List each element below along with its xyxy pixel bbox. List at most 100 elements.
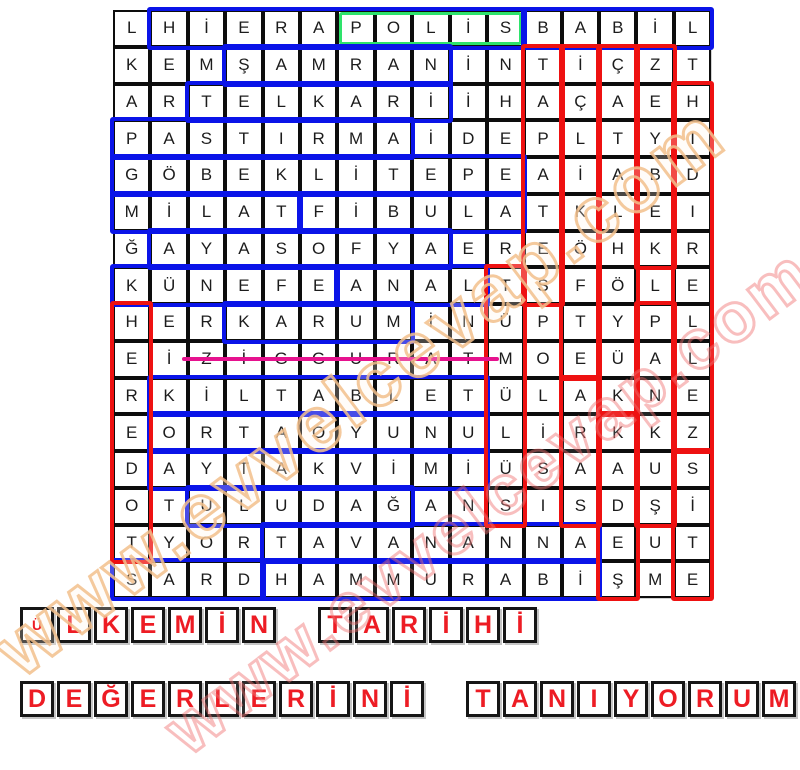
grid-cell: T	[262, 377, 300, 415]
grid-cell: M	[113, 193, 151, 231]
answer-letter-box: M	[168, 607, 202, 643]
grid-cell: İ	[337, 157, 375, 194]
grid-cell: L	[113, 10, 151, 47]
grid-cell: A	[374, 120, 413, 157]
grid-cell: Z	[636, 46, 674, 84]
grid-cell: P	[636, 304, 674, 341]
grid-cell: H	[113, 304, 151, 341]
grid-cell: İ	[187, 377, 226, 415]
grid-cell: A	[561, 10, 600, 47]
grid-cell: L	[561, 120, 600, 157]
answer-letter-box: R	[168, 681, 202, 717]
grid-cell: Ü	[150, 267, 188, 304]
grid-cell: A	[337, 267, 375, 304]
grid-cell: N	[412, 46, 450, 84]
grid-cell: D	[225, 561, 263, 598]
grid-cell: A	[374, 46, 413, 84]
grid-cell: İ	[449, 451, 487, 488]
grid-cell: L	[374, 377, 413, 415]
grid-cell: S	[524, 267, 562, 304]
grid-cell: T	[449, 340, 487, 378]
grid-cell: R	[299, 120, 338, 157]
grid-cell: L	[486, 414, 525, 451]
grid-cell: İ	[150, 193, 188, 231]
grid-cell: A	[337, 83, 375, 121]
grid-cell: L	[262, 83, 300, 121]
grid-cell: İ	[225, 340, 263, 378]
answer-letter-box: E	[131, 607, 165, 643]
grid-cell: K	[225, 304, 263, 341]
grid-cell: Ö	[599, 267, 637, 304]
grid-cell: T	[524, 193, 562, 231]
grid-cell: K	[113, 46, 151, 84]
grid-cell: B	[524, 10, 562, 47]
grid-cell: K	[299, 83, 338, 121]
grid-cell: O	[187, 524, 226, 562]
grid-cell: K	[299, 451, 338, 488]
grid-cell: İ	[412, 304, 450, 341]
grid-cell: A	[599, 157, 637, 194]
grid-cell: I	[524, 487, 562, 525]
grid-cell: R	[337, 46, 375, 84]
answer-letter-box: R	[279, 681, 313, 717]
grid-cell: T	[150, 487, 188, 525]
grid-cell: R	[113, 377, 151, 415]
grid-cell: K	[262, 157, 300, 194]
grid-cell: İ	[636, 10, 674, 47]
grid-cell: T	[374, 157, 413, 194]
answer-letter-box: T	[466, 681, 500, 717]
grid-cell: S	[262, 230, 300, 268]
grid-cell: I	[673, 193, 712, 231]
answer-letter-box: I	[577, 681, 611, 717]
grid-cell: K	[636, 414, 674, 451]
grid-cell: S	[561, 487, 600, 525]
grid-cell: Ş	[599, 561, 637, 598]
grid-cell: A	[299, 524, 338, 562]
answer-letter-box: İ	[429, 607, 463, 643]
grid-cell: Ş	[636, 487, 674, 525]
grid-cell: İ	[374, 451, 413, 488]
grid-cell: K	[636, 230, 674, 268]
grid-cell: Z	[673, 414, 712, 451]
grid-cell: H	[262, 561, 300, 598]
grid-cell: H	[673, 83, 712, 121]
grid-cell: T	[225, 120, 263, 157]
grid-cell: P	[449, 157, 487, 194]
grid-cell: M	[299, 46, 338, 84]
grid-cell: U	[636, 451, 674, 488]
grid-cell: E	[225, 157, 263, 194]
grid-cell: A	[486, 561, 525, 598]
grid-cell: N	[636, 377, 674, 415]
grid-cell: U	[374, 414, 413, 451]
grid-cell: A	[150, 230, 188, 268]
grid-cell: M	[374, 304, 413, 341]
grid-cell: E	[673, 377, 712, 415]
grid-cell: K	[599, 377, 637, 415]
grid-cell: T	[225, 414, 263, 451]
grid-cell: R	[486, 230, 525, 268]
grid-cell: A	[412, 487, 450, 525]
grid-cell: L	[673, 340, 712, 378]
answer-letter-box: K	[94, 607, 128, 643]
grid-cell: Z	[187, 340, 226, 378]
grid-cell: A	[225, 230, 263, 268]
grid-cell: E	[636, 83, 674, 121]
grid-cell: R	[374, 340, 413, 378]
grid-cell: L	[673, 304, 712, 341]
grid-cell: Ç	[561, 83, 600, 121]
grid-cell: L	[636, 267, 674, 304]
grid-cell: U	[636, 524, 674, 562]
grid-cell: R	[374, 83, 413, 121]
grid-cell: H	[599, 230, 637, 268]
grid-cell: İ	[150, 340, 188, 378]
grid-cell: P	[113, 120, 151, 157]
grid-cell: İ	[449, 83, 487, 121]
grid-cell: V	[337, 451, 375, 488]
grid-cell: E	[486, 157, 525, 194]
grid-cell: E	[150, 46, 188, 84]
answer-letter-box: E	[242, 681, 276, 717]
grid-cell: R	[449, 561, 487, 598]
grid-cell: R	[187, 304, 226, 341]
answer-letter-box: Y	[614, 681, 648, 717]
